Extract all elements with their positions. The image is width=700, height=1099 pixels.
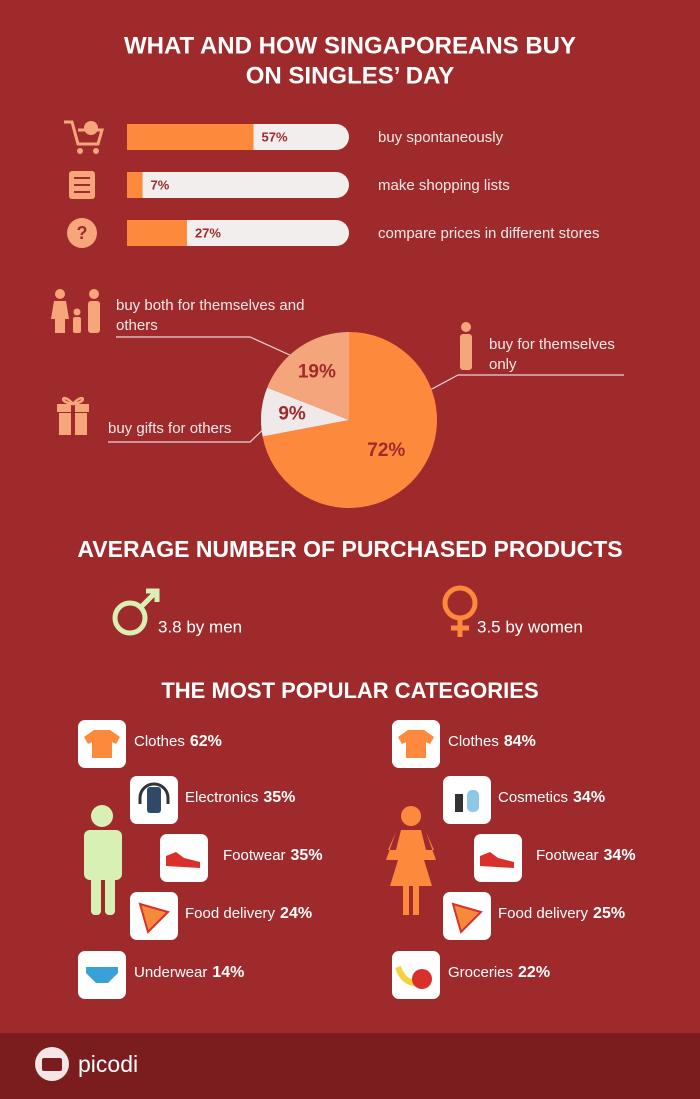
category-share: 24% <box>280 905 312 922</box>
family-icon <box>51 289 100 333</box>
category-name: Clothes <box>448 733 499 750</box>
title-line: WHAT AND HOW SINGAPOREANS BUY <box>124 32 576 59</box>
pie-slice <box>262 332 437 508</box>
section-title: AVERAGE NUMBER OF PURCHASED PRODUCTS <box>77 536 622 562</box>
category-text: Groceries 22% <box>448 964 550 981</box>
category-name: Cosmetics <box>498 789 568 806</box>
category-item: Footwear 35% <box>160 834 323 882</box>
footer-band <box>0 1033 700 1099</box>
average-women: 3.5 by women <box>477 617 583 636</box>
icon-shape <box>84 730 120 758</box>
icon-shape <box>138 902 170 934</box>
svg-text:?: ? <box>77 223 88 243</box>
category-name: Electronics <box>185 789 258 806</box>
icon-shape <box>138 782 170 804</box>
icon-shape <box>166 852 200 868</box>
bar <box>127 172 143 198</box>
category-name: Food delivery <box>185 905 276 922</box>
bar-track <box>127 172 349 198</box>
bar-category: compare prices in different stores <box>378 225 600 242</box>
category-text: Footwear 35% <box>223 847 323 864</box>
bar <box>127 124 254 150</box>
icon-shape <box>480 852 514 868</box>
icon-shape <box>86 967 118 983</box>
gift-icon <box>57 396 89 435</box>
category-name: Underwear <box>134 964 207 981</box>
pie-value-label: 72% <box>367 440 405 461</box>
category-item: Food delivery 24% <box>130 892 312 940</box>
category-name: Footwear <box>223 847 286 864</box>
section-title: THE MOST POPULAR CATEGORIES <box>161 678 538 703</box>
category-share: 14% <box>212 964 244 981</box>
icon-shape <box>455 794 463 812</box>
woman-figure <box>386 806 436 915</box>
icon-shape <box>451 902 483 934</box>
logo <box>35 1047 69 1081</box>
pie-category: buy for themselves only <box>489 336 615 373</box>
bar-value-label: 7% <box>151 177 170 192</box>
category-item: Food delivery 25% <box>443 892 625 940</box>
pie-slice <box>261 387 349 437</box>
brand: picodi <box>78 1051 138 1077</box>
category-item: Cosmetics 34% <box>443 776 605 824</box>
list-icon <box>69 171 95 199</box>
category-text: Cosmetics 34% <box>498 789 605 806</box>
category-share: 22% <box>518 964 550 981</box>
category-text: Footwear 34% <box>536 847 636 864</box>
man-figure <box>84 805 122 915</box>
category-text: Underwear 14% <box>134 964 244 981</box>
category-text: Electronics 35% <box>185 789 295 806</box>
average-men: 3.8 by men <box>158 617 242 636</box>
category-item: Underwear 14% <box>78 951 244 999</box>
icon-shape <box>398 730 434 758</box>
category-share: 84% <box>504 733 536 750</box>
category-item: Clothes 84% <box>392 720 536 768</box>
female-symbol <box>442 585 478 637</box>
bar-value-label: 57% <box>262 129 288 144</box>
category-text: Food delivery 25% <box>498 905 625 922</box>
category-item: Clothes 62% <box>78 720 222 768</box>
cart-icon <box>64 120 104 154</box>
category-item: Footwear 34% <box>474 834 636 882</box>
bar <box>127 220 187 246</box>
pie-category: buy both for themselves and others <box>116 297 305 334</box>
category-text: Clothes 62% <box>134 733 222 750</box>
icon-shape <box>147 787 161 813</box>
pie-slice <box>267 332 349 420</box>
pie-value-label: 9% <box>278 404 306 425</box>
category-name: Groceries <box>448 964 513 981</box>
pie-value-label: 19% <box>298 362 336 383</box>
category-text: Clothes 84% <box>448 733 536 750</box>
category-name: Food delivery <box>498 905 589 922</box>
icon-shape <box>467 790 479 812</box>
category-name: Footwear <box>536 847 599 864</box>
bar-category: make shopping lists <box>378 177 510 194</box>
category-share: 34% <box>573 789 605 806</box>
category-share: 35% <box>291 847 323 864</box>
icon-shape <box>412 969 432 989</box>
category-item: Electronics 35% <box>130 776 295 824</box>
pie-category: buy gifts for others <box>108 420 232 437</box>
person-icon <box>460 322 472 370</box>
bar-value-label: 27% <box>195 225 221 240</box>
bar-category: buy spontaneously <box>378 129 504 146</box>
category-name: Clothes <box>134 733 185 750</box>
male-symbol <box>112 588 160 636</box>
title-line: ON SINGLES’ DAY <box>246 62 455 89</box>
category-share: 35% <box>263 789 295 806</box>
category-share: 34% <box>604 847 636 864</box>
category-share: 25% <box>593 905 625 922</box>
category-share: 62% <box>190 733 222 750</box>
category-text: Food delivery 24% <box>185 905 312 922</box>
question-icon: ? <box>67 218 97 248</box>
category-item: Groceries 22% <box>392 951 550 999</box>
